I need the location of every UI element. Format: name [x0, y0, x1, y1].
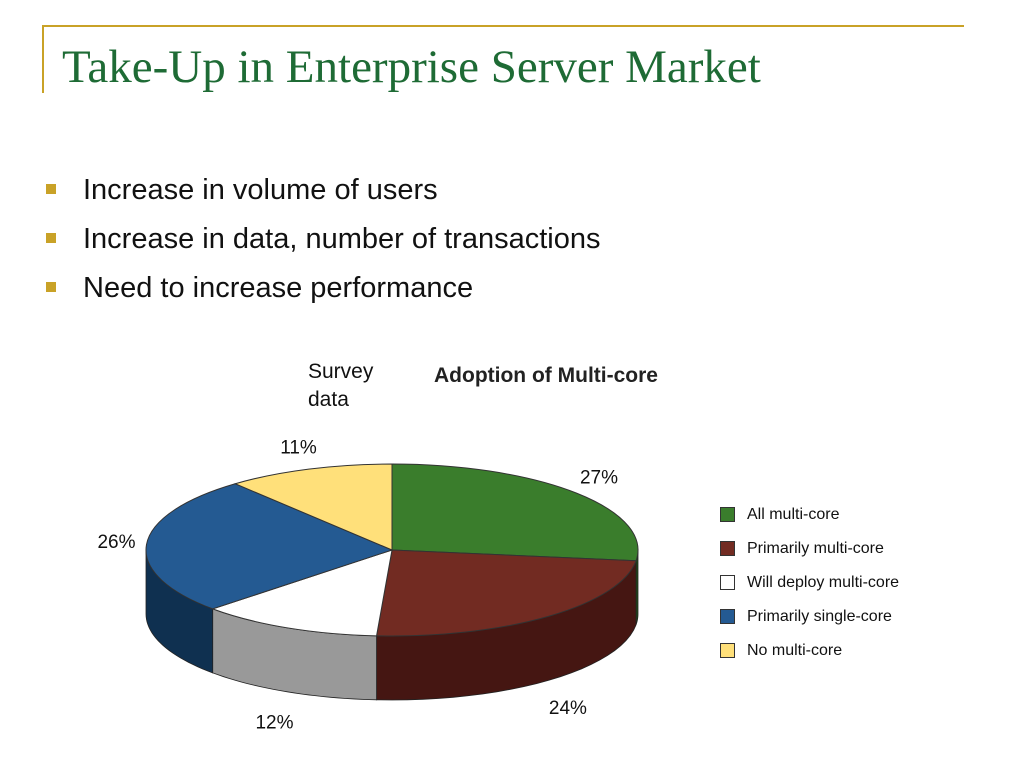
- square-bullet-icon: [46, 184, 56, 194]
- slice-value-label-3: 26%: [97, 532, 135, 553]
- pie-slice-3: [145, 483, 394, 610]
- legend-label: Primarily multi-core: [747, 540, 884, 557]
- slice-value-label-4: 11%: [280, 437, 317, 458]
- pie-slice-2: [211, 549, 393, 637]
- pie-slice-0: [391, 463, 639, 562]
- legend-swatch: [720, 643, 735, 658]
- chart-title: Adoption of Multi-core: [434, 364, 658, 387]
- legend-swatch: [720, 575, 735, 590]
- pie-slice-1: [375, 549, 637, 637]
- legend-label: No multi-core: [747, 642, 843, 659]
- survey-data-note: Survey data: [308, 360, 374, 411]
- square-bullet-icon: [46, 233, 56, 243]
- square-bullet-icon: [46, 282, 56, 292]
- slide-title: Take-Up in Enterprise Server Market: [62, 41, 761, 93]
- legend-label: All multi-core: [747, 506, 840, 523]
- title-frame-top-line: [42, 25, 964, 27]
- legend-swatch: [720, 609, 735, 624]
- slice-value-label-0: 27%: [580, 468, 618, 489]
- legend-label: Will deploy multi-core: [747, 574, 900, 591]
- legend-label: Primarily single-core: [747, 608, 892, 625]
- legend-swatch: [720, 507, 735, 522]
- bullet-text: Increase in data, number of transactions: [83, 223, 601, 255]
- pie-slice-4: [233, 463, 393, 551]
- title-frame-left-line: [42, 25, 44, 93]
- bullet-text: Need to increase performance: [83, 272, 474, 304]
- bullet-text: Increase in volume of users: [83, 174, 438, 206]
- slice-value-label-1: 24%: [549, 698, 587, 719]
- slice-value-label-2: 12%: [255, 713, 293, 734]
- legend-swatch: [720, 541, 735, 556]
